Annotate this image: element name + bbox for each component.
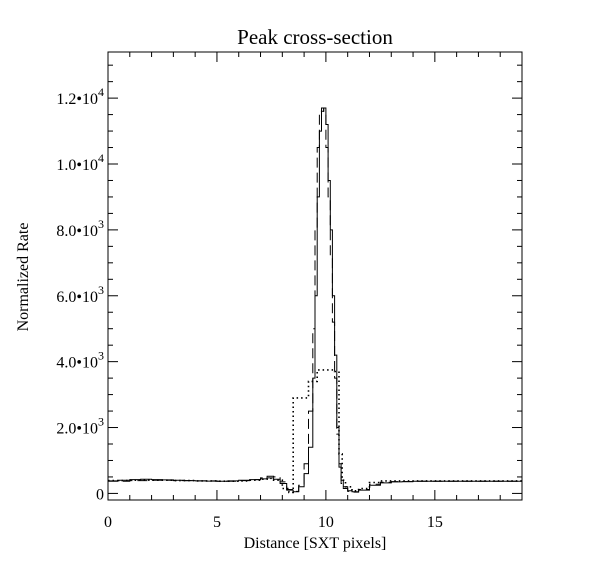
y-axis-label: Normalized Rate [15, 223, 32, 332]
series-dashed [108, 107, 522, 493]
x-tick-label: 10 [318, 514, 334, 531]
y-tick-label: 0 [96, 486, 104, 503]
series-group [108, 107, 522, 494]
tick-labels: 0 5 10 15 0 2.0•103 4.0•103 6.0•103 8.0•103 1.0•1… [56, 85, 442, 531]
x-tick-label: 5 [213, 514, 221, 531]
x-tick-label: 0 [104, 514, 112, 531]
ticks-group [107, 52, 523, 500]
axes [107, 51, 523, 501]
y-tick-label: 4.0•103 [56, 349, 104, 372]
y-tick-label: 8.0•103 [56, 217, 104, 240]
x-axis-label: Distance [SXT pixels] [244, 535, 387, 552]
y-tick-label: 6.0•103 [56, 283, 104, 306]
x-tick-label: 15 [427, 514, 443, 531]
series-dotted [108, 369, 522, 494]
plot-frame [107, 51, 523, 501]
y-tick-label: 2.0•103 [56, 415, 104, 438]
chart-title: Peak cross-section [237, 25, 393, 49]
y-tick-label: 1.2•104 [56, 85, 104, 108]
y-tick-label: 1.0•104 [56, 151, 104, 174]
